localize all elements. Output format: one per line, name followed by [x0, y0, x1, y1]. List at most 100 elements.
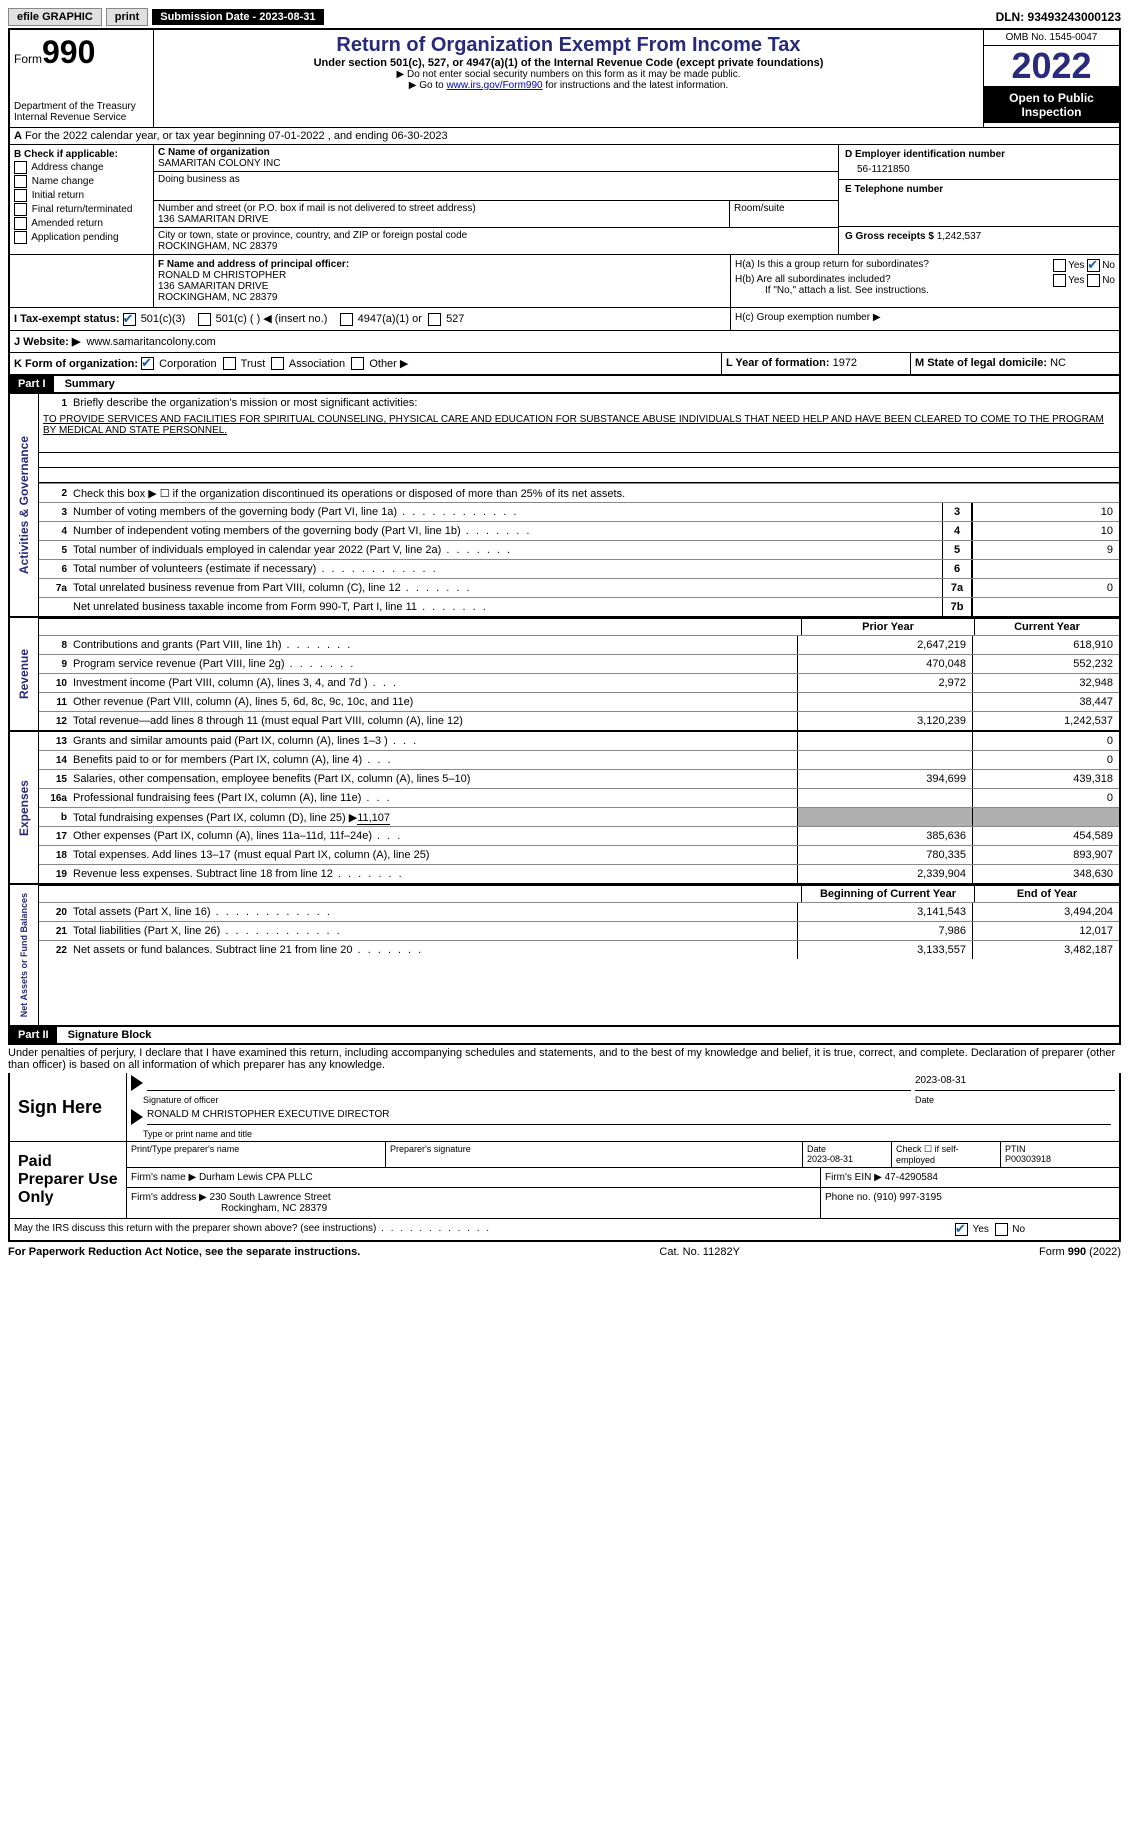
city-value: ROCKINGHAM, NC 28379: [158, 241, 834, 252]
i-4947[interactable]: [340, 313, 353, 326]
checkbox-initial-return[interactable]: [14, 189, 27, 202]
date-label: Date: [915, 1095, 1115, 1105]
line6: Total number of volunteers (estimate if …: [73, 561, 942, 577]
dln-label: DLN: 93493243000123: [996, 10, 1121, 24]
col-end: End of Year: [974, 886, 1119, 902]
arrow-icon: [131, 1109, 143, 1125]
i-501c[interactable]: [198, 313, 211, 326]
line-a: For the 2022 calendar year, or tax year …: [25, 130, 448, 142]
street-value: 136 SAMARITAN DRIVE: [158, 214, 725, 225]
form-subtitle: Under section 501(c), 527, or 4947(a)(1)…: [158, 57, 979, 69]
col-current: Current Year: [974, 619, 1119, 635]
h-b-label: H(b) Are all subordinates included?: [735, 274, 891, 285]
discuss-label: May the IRS discuss this return with the…: [14, 1223, 491, 1234]
checkbox-name-change[interactable]: [14, 175, 27, 188]
perjury-text: Under penalties of perjury, I declare th…: [8, 1045, 1121, 1073]
form-title: Return of Organization Exempt From Incom…: [158, 34, 979, 57]
line5-val: 9: [972, 541, 1119, 559]
dept-label: Department of the Treasury: [14, 101, 149, 112]
officer-addr2: ROCKINGHAM, NC 28379: [158, 292, 277, 303]
print-button[interactable]: print: [106, 8, 148, 26]
col-prior: Prior Year: [801, 619, 974, 635]
footer-paperwork: For Paperwork Reduction Act Notice, see …: [8, 1246, 360, 1258]
org-name: SAMARITAN COLONY INC: [158, 158, 834, 169]
phone-label: E Telephone number: [845, 184, 943, 195]
firm-name: Durham Lewis CPA PLLC: [199, 1172, 313, 1183]
checkbox-amended[interactable]: [14, 217, 27, 230]
sign-here-label: Sign Here: [10, 1073, 127, 1141]
part1-label: Part I: [10, 376, 54, 392]
k-trust[interactable]: [223, 357, 236, 370]
officer-name: RONALD M CHRISTOPHER: [158, 270, 286, 281]
efile-button[interactable]: efile GRAPHIC: [8, 8, 102, 26]
ha-no[interactable]: [1087, 259, 1100, 272]
ein-label: D Employer identification number: [845, 149, 1005, 160]
side-net-assets: Net Assets or Fund Balances: [17, 885, 31, 1025]
firm-addr1: 230 South Lawrence Street: [210, 1192, 331, 1203]
line3: Number of voting members of the governin…: [73, 504, 942, 520]
city-label: City or town, state or province, country…: [158, 230, 834, 241]
street-label: Number and street (or P.O. box if mail i…: [158, 203, 725, 214]
officer-addr1: 136 SAMARITAN DRIVE: [158, 281, 268, 292]
dba-label: Doing business as: [158, 174, 834, 185]
j-label: J Website: ▶: [14, 336, 80, 348]
firm-phone: (910) 997-3195: [873, 1192, 941, 1203]
note-goto-pre: ▶ Go to: [409, 80, 447, 91]
room-label: Room/suite: [730, 201, 838, 227]
mission-text: TO PROVIDE SERVICES AND FACILITIES FOR S…: [39, 412, 1119, 438]
section-b-label: B Check if applicable:: [14, 149, 118, 160]
hb-no[interactable]: [1087, 274, 1100, 287]
line3-val: 10: [972, 503, 1119, 521]
i-527[interactable]: [428, 313, 441, 326]
footer-catno: Cat. No. 11282Y: [659, 1246, 740, 1258]
gross-receipts-label: G Gross receipts $: [845, 231, 934, 242]
submission-date: Submission Date - 2023-08-31: [152, 9, 323, 25]
checkbox-pending[interactable]: [14, 231, 27, 244]
hb-yes[interactable]: [1053, 274, 1066, 287]
form-word: Form: [14, 52, 42, 66]
part2-label: Part II: [10, 1027, 57, 1043]
checkbox-final-return[interactable]: [14, 203, 27, 216]
k-corp[interactable]: [141, 357, 154, 370]
c-name-label: C Name of organization: [158, 147, 834, 158]
irs-link[interactable]: www.irs.gov/Form990: [446, 80, 542, 91]
website-value: www.samaritancolony.com: [86, 336, 215, 348]
line5: Total number of individuals employed in …: [73, 542, 942, 558]
officer-printed: RONALD M CHRISTOPHER EXECUTIVE DIRECTOR: [147, 1109, 1111, 1125]
i-label: I Tax-exempt status:: [14, 313, 120, 325]
ha-yes[interactable]: [1053, 259, 1066, 272]
i-501c3[interactable]: [123, 313, 136, 326]
h-c-label: H(c) Group exemption number ▶: [735, 312, 881, 323]
line7a-val: 0: [972, 579, 1119, 597]
gross-receipts-value: 1,242,537: [937, 231, 982, 242]
k-assoc[interactable]: [271, 357, 284, 370]
side-revenue: Revenue: [15, 641, 33, 707]
note-goto-post: for instructions and the latest informat…: [543, 80, 729, 91]
irs-label: Internal Revenue Service: [14, 112, 149, 123]
discuss-yes[interactable]: [955, 1223, 968, 1236]
note-ssn: ▶ Do not enter social security numbers o…: [158, 69, 979, 80]
checkbox-address-change[interactable]: [14, 161, 27, 174]
k-other[interactable]: [351, 357, 364, 370]
line7b-val: [972, 598, 1119, 616]
type-name-label: Type or print name and title: [143, 1129, 252, 1139]
f-label: F Name and address of principal officer:: [158, 259, 349, 270]
ein-value: 56-1121850: [845, 164, 1113, 175]
side-expenses: Expenses: [15, 772, 33, 844]
line4: Number of independent voting members of …: [73, 523, 942, 539]
line7a: Total unrelated business revenue from Pa…: [73, 580, 942, 596]
state-domicile: NC: [1050, 357, 1066, 369]
form-number: 990: [42, 34, 95, 70]
discuss-no[interactable]: [995, 1223, 1008, 1236]
sign-date: 2023-08-31: [915, 1075, 1115, 1091]
part1-title: Summary: [57, 378, 115, 390]
year-formation: 1972: [833, 357, 857, 369]
line2: Check this box ▶ ☐ if the organization d…: [73, 485, 1119, 502]
top-toolbar: efile GRAPHIC print Submission Date - 20…: [8, 8, 1121, 26]
arrow-icon: [131, 1075, 143, 1091]
footer-form: Form 990 (2022): [1039, 1246, 1121, 1258]
line7b: Net unrelated business taxable income fr…: [73, 599, 942, 615]
k-label: K Form of organization:: [14, 358, 138, 370]
col-begin: Beginning of Current Year: [801, 886, 974, 902]
firm-addr2: Rockingham, NC 28379: [131, 1203, 327, 1214]
